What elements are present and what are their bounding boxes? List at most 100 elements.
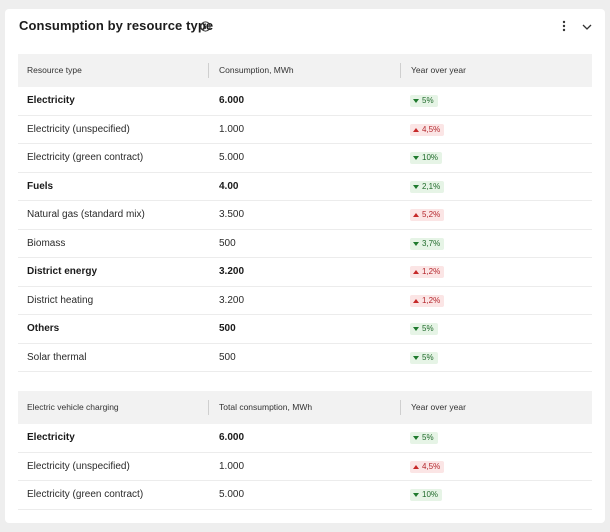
table-row: Electricity (unspecified) 1.000 4,5% [18, 453, 592, 481]
table-body: Electricity 6.000 5% Electricity (unspecifi… [18, 424, 592, 510]
consumption-value: 6.000 [219, 432, 245, 443]
column-header-resource-type[interactable]: Resource type [27, 65, 82, 75]
table-row: Electricity 6.000 5% [18, 424, 592, 453]
resource-name: Natural gas (standard mix) [27, 209, 145, 220]
ev-charging-table: Electric vehicle charging Total consumpt… [18, 391, 592, 510]
yoy-value: 2,1% [422, 181, 441, 191]
arrow-up-icon [413, 127, 419, 132]
column-divider [208, 63, 209, 78]
yoy-badge: 5,2% [410, 209, 445, 221]
yoy-badge: 10% [410, 152, 443, 164]
table-header: Resource type Consumption, MWh Year over… [18, 54, 592, 87]
consumption-value: 500 [219, 237, 236, 249]
table-row: Electricity (green contract) 5.000 10% [18, 481, 592, 510]
resource-name: Solar thermal [27, 351, 87, 363]
yoy-badge: 4,5% [410, 460, 445, 473]
table-row: Electricity 6.000 5% [18, 87, 592, 116]
consumption-value: 1.000 [219, 123, 245, 135]
yoy-value: 1,2% [422, 267, 441, 276]
column-divider [400, 400, 401, 415]
table-body: Electricity 6.000 5% Electricity (unspecifi… [18, 87, 592, 372]
consumption-value: 4.00 [219, 180, 239, 192]
consumption-value: 6.000 [219, 95, 245, 106]
chevron-down-icon[interactable] [580, 20, 594, 34]
kebab-icon[interactable] [557, 19, 571, 33]
consumption-value: 5.000 [219, 489, 245, 500]
arrow-down-icon [413, 156, 419, 160]
resource-name: Electricity (unspecified) [27, 460, 130, 472]
yoy-value: 5% [422, 433, 434, 442]
yoy-value: 10% [422, 153, 439, 162]
table-row: Electricity (unspecified) 1.000 4,5% [18, 116, 592, 144]
table-row: Fuels 4.00 2,1% [18, 173, 592, 201]
resource-name: Electricity (green contract) [27, 489, 144, 500]
yoy-value: 3,7% [422, 238, 441, 248]
yoy-badge: 5% [410, 351, 438, 364]
yoy-badge: 5% [410, 323, 438, 335]
consumption-value: 3.200 [219, 294, 245, 306]
table-row: Biomass 500 3,7% [18, 230, 592, 258]
yoy-badge: 5% [410, 432, 438, 444]
resource-name: Electricity (unspecified) [27, 123, 130, 135]
table-row: District heating 3.200 1,2% [18, 287, 592, 315]
yoy-value: 5,2% [422, 210, 441, 219]
column-header-consumption[interactable]: Consumption, MWh [219, 65, 294, 75]
consumption-value: 1.000 [219, 460, 245, 472]
arrow-down-icon [413, 99, 419, 103]
column-divider [208, 400, 209, 415]
yoy-value: 5% [422, 352, 434, 362]
card-header: Consumption by resource type [5, 9, 605, 45]
yoy-value: 10% [422, 490, 439, 499]
arrow-down-icon [413, 327, 419, 331]
arrow-down-icon [413, 493, 419, 497]
consumption-card: Consumption by resource type Resource ty… [5, 9, 605, 523]
table-row: Others 500 5% [18, 315, 592, 344]
consumption-value: 3.200 [219, 266, 245, 277]
consumption-value: 3.500 [219, 209, 245, 220]
column-header-yoy[interactable]: Year over year [411, 65, 466, 75]
resource-name: Electricity [27, 432, 75, 443]
resource-name: District energy [27, 266, 98, 277]
yoy-value: 1,2% [422, 295, 441, 305]
resource-name: Biomass [27, 237, 66, 249]
resource-name: Others [27, 323, 60, 334]
table-row: Electricity (green contract) 5.000 10% [18, 144, 592, 173]
consumption-value: 500 [219, 351, 236, 363]
yoy-value: 5% [422, 96, 434, 105]
column-header-total-consumption[interactable]: Total consumption, MWh [219, 402, 313, 412]
yoy-badge: 1,2% [410, 294, 445, 307]
card-title: Consumption by resource type [19, 18, 214, 33]
resource-name: Fuels [27, 180, 54, 192]
yoy-badge: 4,5% [410, 123, 445, 136]
table-row: Natural gas (standard mix) 3.500 5,2% [18, 201, 592, 230]
resource-type-table: Resource type Consumption, MWh Year over… [18, 54, 592, 372]
arrow-down-icon [413, 241, 419, 246]
yoy-value: 5% [422, 324, 434, 333]
arrow-up-icon [413, 270, 419, 274]
column-header-ev-charging[interactable]: Electric vehicle charging [27, 402, 119, 412]
resource-name: Electricity [27, 95, 75, 106]
column-divider [400, 63, 401, 78]
yoy-badge: 3,7% [410, 237, 445, 250]
arrow-up-icon [413, 464, 419, 469]
column-header-yoy[interactable]: Year over year [411, 402, 466, 412]
arrow-down-icon [413, 355, 419, 360]
consumption-value: 5.000 [219, 152, 245, 163]
table-row: District energy 3.200 1,2% [18, 258, 592, 287]
yoy-badge: 1,2% [410, 266, 445, 278]
arrow-down-icon [413, 436, 419, 440]
resource-name: Electricity (green contract) [27, 152, 144, 163]
consumption-value: 500 [219, 323, 236, 334]
yoy-value: 4,5% [422, 461, 441, 471]
yoy-badge: 10% [410, 489, 443, 501]
table-header: Electric vehicle charging Total consumpt… [18, 391, 592, 424]
yoy-badge: 2,1% [410, 180, 445, 193]
yoy-value: 4,5% [422, 124, 441, 134]
yoy-badge: 5% [410, 95, 438, 107]
arrow-down-icon [413, 184, 419, 189]
arrow-up-icon [413, 213, 419, 217]
table-row: Solar thermal 500 5% [18, 344, 592, 372]
arrow-up-icon [413, 298, 419, 303]
info-icon[interactable] [200, 21, 211, 32]
resource-name: District heating [27, 294, 94, 306]
